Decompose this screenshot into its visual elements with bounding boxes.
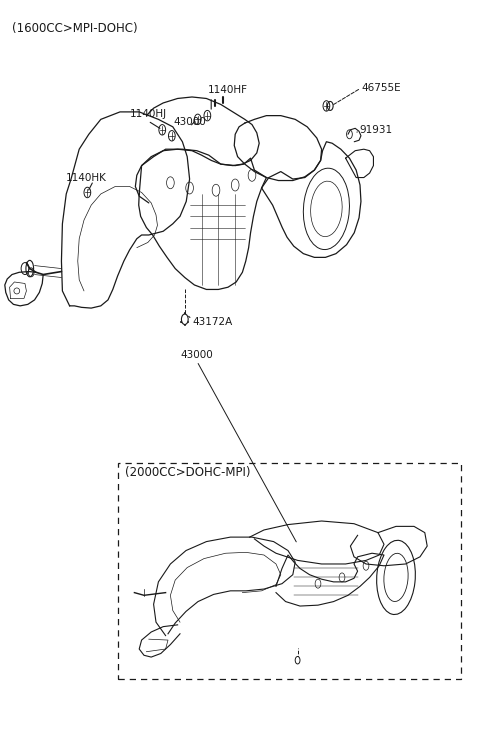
Text: (2000CC>DOHC-MPI): (2000CC>DOHC-MPI) bbox=[125, 466, 250, 479]
Text: 46755E: 46755E bbox=[361, 83, 401, 93]
Text: 91931: 91931 bbox=[359, 125, 392, 135]
Text: (1600CC>MPI-DOHC): (1600CC>MPI-DOHC) bbox=[12, 22, 138, 35]
Circle shape bbox=[181, 314, 188, 325]
Text: 43000: 43000 bbox=[174, 117, 206, 127]
Circle shape bbox=[295, 656, 300, 664]
Text: 1140HJ: 1140HJ bbox=[130, 110, 167, 119]
Text: 43172A: 43172A bbox=[192, 317, 232, 327]
Text: 43000: 43000 bbox=[180, 350, 213, 360]
Text: 1140HK: 1140HK bbox=[66, 172, 107, 183]
Text: 1140HF: 1140HF bbox=[207, 86, 247, 95]
